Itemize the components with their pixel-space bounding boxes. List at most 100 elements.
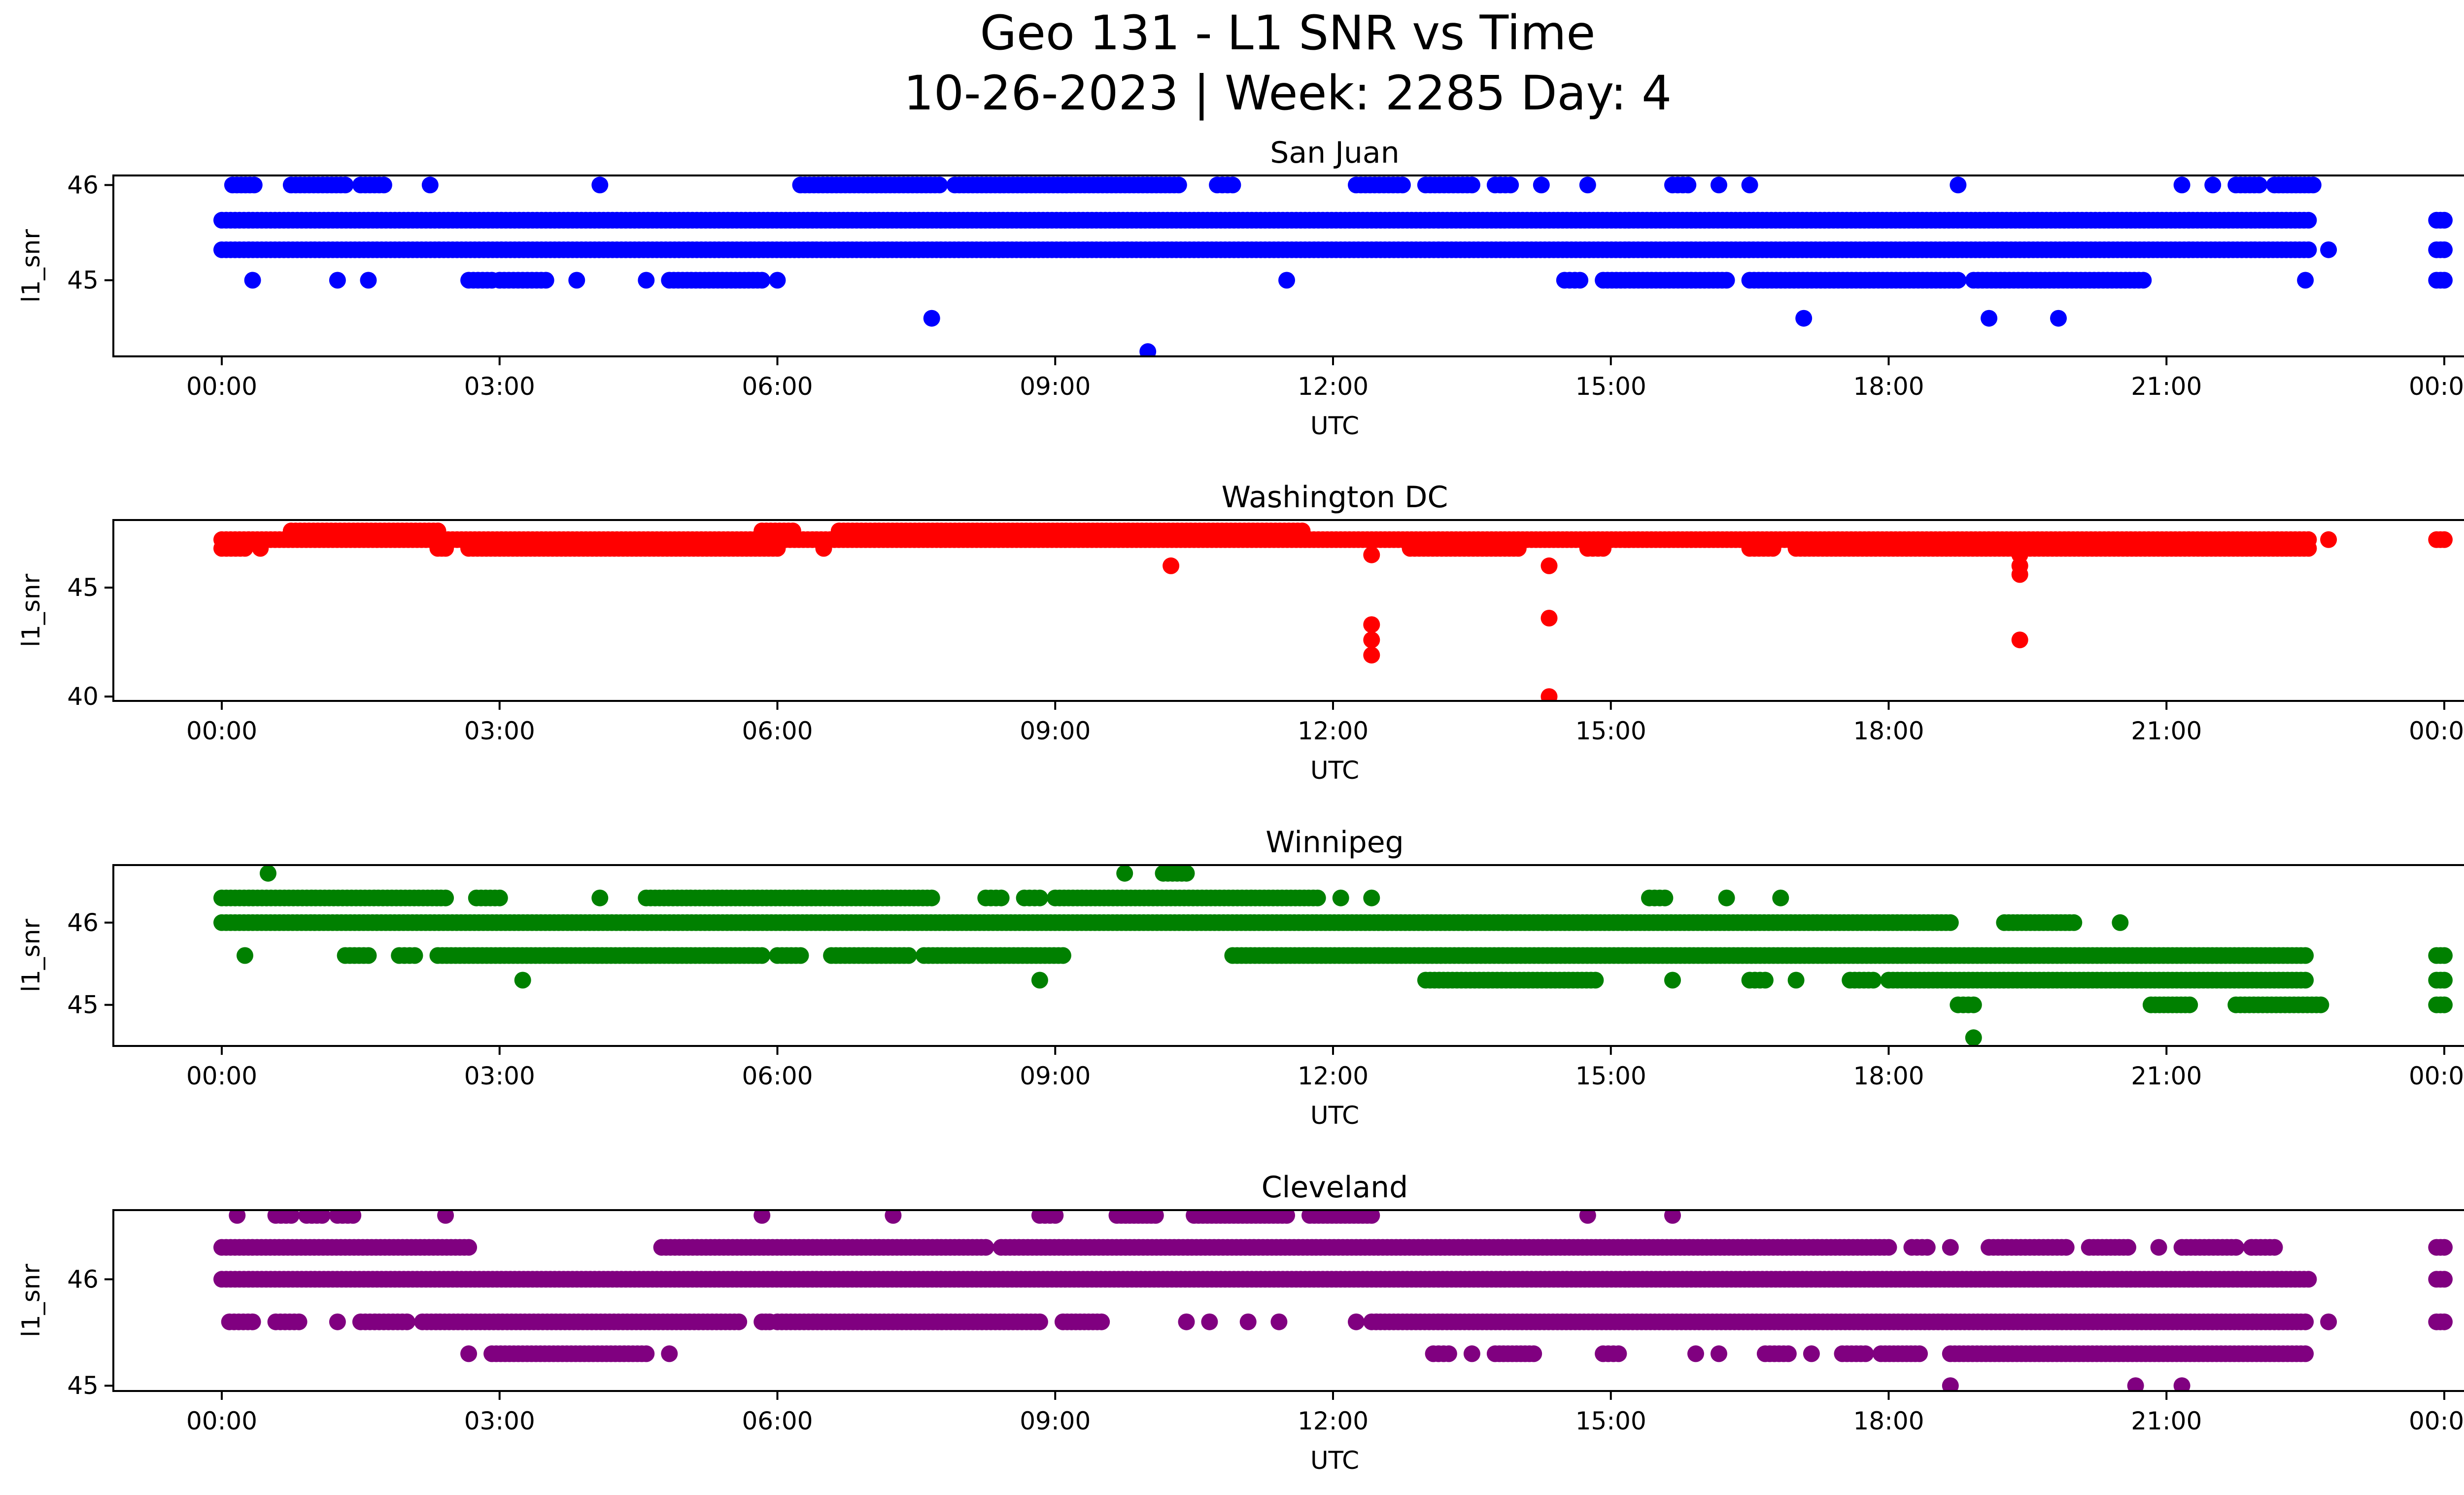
data-point — [2320, 241, 2337, 258]
x-tick-label: 12:00 — [1298, 372, 1369, 401]
x-tick-label: 18:00 — [1853, 1407, 1924, 1435]
data-point — [1363, 546, 1380, 563]
data-point — [1270, 1313, 1288, 1330]
data-point — [2436, 996, 2453, 1013]
data-point — [1463, 176, 1480, 194]
x-tick-label: 15:00 — [1575, 717, 1646, 745]
data-point — [229, 1210, 246, 1224]
data-point — [2150, 1239, 2167, 1256]
data-point — [290, 1313, 308, 1330]
y-axis-label: l1_snr — [17, 574, 45, 647]
x-tick-label: 09:00 — [1020, 372, 1091, 401]
data-point — [1911, 1345, 1928, 1362]
x-tick-label: 03:00 — [464, 372, 535, 401]
data-point — [2297, 272, 2314, 289]
data-point — [2300, 1271, 2317, 1288]
x-tick-label: 00:00 — [2409, 1062, 2464, 1090]
data-point — [1147, 1210, 1164, 1224]
data-point — [1764, 540, 1781, 557]
data-point — [437, 889, 454, 906]
data-point — [244, 1313, 261, 1330]
x-tick-label: 00:00 — [186, 1407, 257, 1435]
data-point — [1965, 996, 1982, 1013]
data-point — [329, 272, 346, 289]
y-tick-label: 46 — [67, 171, 99, 199]
x-tick-label: 09:00 — [1020, 1062, 1091, 1090]
x-tick-label: 21:00 — [2131, 372, 2202, 401]
data-point — [2135, 272, 2152, 289]
x-axis-label: UTC — [1310, 1101, 1359, 1130]
data-point — [753, 1210, 771, 1224]
x-tick-label: 18:00 — [1853, 372, 1924, 401]
data-point — [1278, 272, 1295, 289]
data-point — [2436, 1271, 2453, 1288]
y-tick-label: 45 — [67, 1371, 99, 1400]
data-point — [1525, 1345, 1542, 1362]
x-tick-label: 00:00 — [2409, 372, 2464, 401]
data-point — [260, 865, 276, 882]
data-point — [1363, 889, 1380, 906]
data-point — [2436, 272, 2453, 289]
scatter-series — [213, 176, 2453, 356]
data-point — [1664, 1210, 1681, 1224]
data-point — [2050, 310, 2067, 327]
data-point — [1348, 1313, 1365, 1330]
data-point — [769, 272, 786, 289]
data-point — [2011, 546, 2028, 563]
data-point — [815, 540, 832, 557]
x-tick-label: 21:00 — [2131, 1062, 2202, 1090]
data-point — [1031, 972, 1048, 989]
data-point — [1741, 176, 1758, 194]
data-point — [2304, 176, 2322, 194]
data-point — [329, 1313, 346, 1330]
x-tick-label: 06:00 — [742, 1062, 813, 1090]
y-tick-label: 45 — [67, 266, 99, 294]
x-tick-label: 03:00 — [464, 717, 535, 745]
data-point — [344, 1210, 362, 1224]
data-point — [931, 176, 948, 194]
data-point — [923, 310, 940, 327]
data-point — [1170, 176, 1187, 194]
data-point — [2300, 241, 2317, 258]
data-point — [1772, 889, 1789, 906]
subplot-title: Cleveland — [1262, 1170, 1408, 1205]
data-point — [245, 176, 263, 194]
figure-title-line1: Geo 131 - L1 SNR vs Time — [980, 5, 1596, 61]
data-point — [406, 947, 423, 964]
data-point — [1178, 865, 1195, 882]
data-point — [1942, 914, 1959, 931]
data-point — [1440, 1345, 1457, 1362]
data-point — [591, 889, 609, 906]
data-point — [1942, 1377, 1959, 1391]
data-point — [2065, 914, 2083, 931]
data-point — [1163, 557, 1180, 574]
data-point — [2436, 211, 2453, 229]
x-tick-label: 12:00 — [1298, 1407, 1369, 1435]
data-point — [792, 947, 809, 964]
x-tick-label: 03:00 — [464, 1062, 535, 1090]
data-point — [2181, 996, 2198, 1013]
data-point — [638, 1345, 655, 1362]
data-point — [360, 947, 377, 964]
x-tick-label: 06:00 — [742, 372, 813, 401]
data-point — [1054, 947, 1071, 964]
data-point — [1363, 1210, 1380, 1224]
data-point — [1918, 1239, 1936, 1256]
axes-frame — [112, 519, 2464, 702]
data-point — [1787, 972, 1805, 989]
data-point — [769, 540, 786, 557]
data-point — [2436, 947, 2453, 964]
data-point — [2173, 176, 2190, 194]
data-point — [1239, 1313, 1257, 1330]
data-point — [2320, 531, 2337, 548]
data-point — [2297, 1313, 2314, 1330]
data-point — [1610, 1345, 1627, 1362]
data-point — [730, 1313, 748, 1330]
data-point — [2297, 1345, 2314, 1362]
subplot-title: Washington DC — [1222, 480, 1448, 515]
data-point — [1031, 889, 1048, 906]
data-point — [1803, 1345, 1820, 1362]
data-point — [2312, 996, 2329, 1013]
